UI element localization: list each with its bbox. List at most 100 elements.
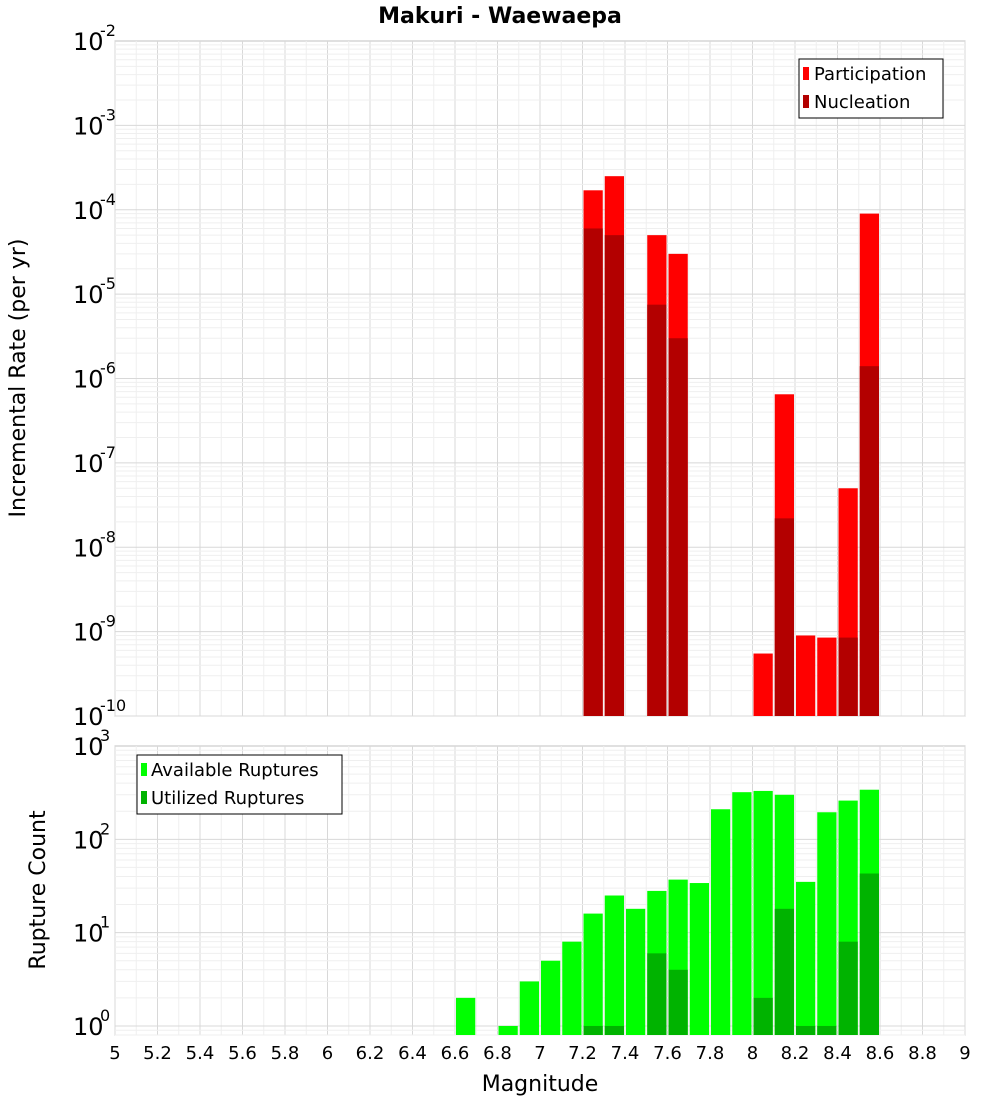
x-tick-label: 7.2: [568, 1043, 597, 1064]
x-tick-label: 9: [959, 1043, 970, 1064]
x-tick-label: 5.4: [186, 1043, 215, 1064]
available-ruptures-bar: [753, 790, 773, 1035]
x-tick-label: 8.4: [823, 1043, 852, 1064]
legend-label-nucleation: Nucleation: [814, 92, 910, 113]
x-tick-label: 7: [534, 1043, 545, 1064]
y-tick-exponent: -5: [100, 274, 116, 293]
available-ruptures-bar: [732, 792, 752, 1035]
legend-label-participation: Participation: [814, 64, 926, 85]
participation-bar: [817, 637, 837, 716]
y-tick-label: 10: [73, 281, 104, 309]
nucleation-bar: [859, 366, 879, 716]
x-tick-label: 6.4: [398, 1043, 427, 1064]
y-tick-exponent: 2: [100, 819, 110, 838]
y-tick-exponent: 1: [100, 913, 110, 932]
utilized-ruptures-bar: [647, 953, 667, 1035]
available-ruptures-bar: [541, 960, 561, 1035]
utilized-ruptures-bar: [668, 969, 688, 1035]
y-tick-exponent: -6: [100, 359, 116, 378]
available-ruptures-bar: [626, 908, 646, 1035]
y-tick-label: 10: [73, 197, 104, 225]
utilized-ruptures-bar: [796, 1025, 816, 1035]
y-tick-label: 10: [73, 703, 104, 731]
utilized-ruptures-bar: [753, 997, 773, 1035]
x-tick-label: 8.8: [908, 1043, 937, 1064]
x-tick-label: 8.6: [866, 1043, 895, 1064]
bottom-y-axis-label: Rupture Count: [26, 810, 51, 970]
utilized-ruptures-bar: [583, 1025, 603, 1035]
top-bars: [583, 176, 879, 717]
y-tick-label: 10: [73, 450, 104, 478]
nucleation-bar: [838, 637, 858, 716]
y-tick-label: 10: [73, 534, 104, 562]
y-tick-exponent: -3: [100, 105, 116, 124]
utilized-ruptures-bar: [859, 873, 879, 1035]
x-tick-label: 6: [322, 1043, 333, 1064]
available-ruptures-bar: [817, 812, 837, 1035]
x-tick-label: 5.8: [271, 1043, 300, 1064]
top-legend: Participation Nucleation: [798, 58, 944, 119]
x-tick-label: 7.8: [696, 1043, 725, 1064]
utilized-ruptures-bar: [774, 908, 794, 1035]
utilized-ruptures-bar: [604, 1025, 624, 1035]
y-tick-label: 10: [73, 366, 104, 394]
x-tick-label: 8: [747, 1043, 758, 1064]
x-tick-label: 5: [109, 1043, 120, 1064]
y-tick-exponent: -9: [100, 612, 116, 631]
nucleation-bar: [774, 518, 794, 716]
x-tick-label: 6.6: [441, 1043, 470, 1064]
y-tick-exponent: -2: [100, 21, 116, 40]
x-axis-label: Magnitude: [482, 1072, 599, 1097]
participation-bar: [796, 635, 816, 716]
available-ruptures-bar: [711, 809, 731, 1035]
available-ruptures-bar: [604, 895, 624, 1035]
y-tick-label: 10: [73, 920, 104, 948]
legend-swatch-utilized: [141, 791, 147, 804]
x-tick-label: 6.8: [483, 1043, 512, 1064]
legend-label-available: Available Ruptures: [151, 760, 319, 781]
utilized-ruptures-bar: [817, 1025, 837, 1035]
available-ruptures-bar: [583, 913, 603, 1035]
y-tick-label: 10: [73, 28, 104, 56]
top-legend-box: [798, 58, 944, 119]
available-ruptures-bar: [689, 883, 709, 1035]
y-tick-label: 10: [73, 112, 104, 140]
top-grid: [114, 41, 966, 717]
bottom-legend: Available Ruptures Utilized Ruptures: [136, 754, 343, 815]
x-tick-label: 7.6: [653, 1043, 682, 1064]
nucleation-bar: [668, 338, 688, 716]
x-tick-label: 8.2: [781, 1043, 810, 1064]
x-tick-label: 5.6: [228, 1043, 257, 1064]
participation-bar: [753, 653, 773, 716]
x-tick-label: 7.4: [611, 1043, 640, 1064]
y-tick-label: 10: [73, 1013, 104, 1041]
y-tick-exponent: 0: [100, 1006, 110, 1025]
available-ruptures-bar: [456, 997, 476, 1035]
y-tick-label: 10: [73, 733, 104, 761]
y-tick-exponent: -10: [100, 696, 126, 715]
x-tick-label: 5.2: [143, 1043, 172, 1064]
x-ticks: 5 5.2 5.4 5.6 5.8 6 6.2 6.4 6.6 6.8 7 7.2 7.4 7.6 7.8 8…: [109, 1043, 970, 1064]
legend-label-utilized: Utilized Ruptures: [151, 788, 304, 809]
available-ruptures-bar: [498, 1025, 518, 1035]
available-ruptures-bar: [519, 981, 539, 1035]
x-tick-label: 6.2: [356, 1043, 385, 1064]
y-tick-exponent: 3: [100, 726, 110, 745]
legend-swatch-participation: [803, 67, 809, 80]
nucleation-bar: [604, 235, 624, 716]
top-y-axis-label: Incremental Rate (per yr): [6, 239, 31, 518]
legend-swatch-nucleation: [803, 95, 809, 108]
available-ruptures-bar: [562, 941, 582, 1035]
bottom-bars: [456, 789, 879, 1035]
bottom-legend-box: [136, 754, 343, 815]
available-ruptures-bar: [796, 881, 816, 1035]
y-tick-exponent: -8: [100, 527, 116, 546]
y-tick-label: 10: [73, 619, 104, 647]
y-tick-exponent: -7: [100, 443, 116, 462]
y-tick-exponent: -4: [100, 190, 116, 209]
